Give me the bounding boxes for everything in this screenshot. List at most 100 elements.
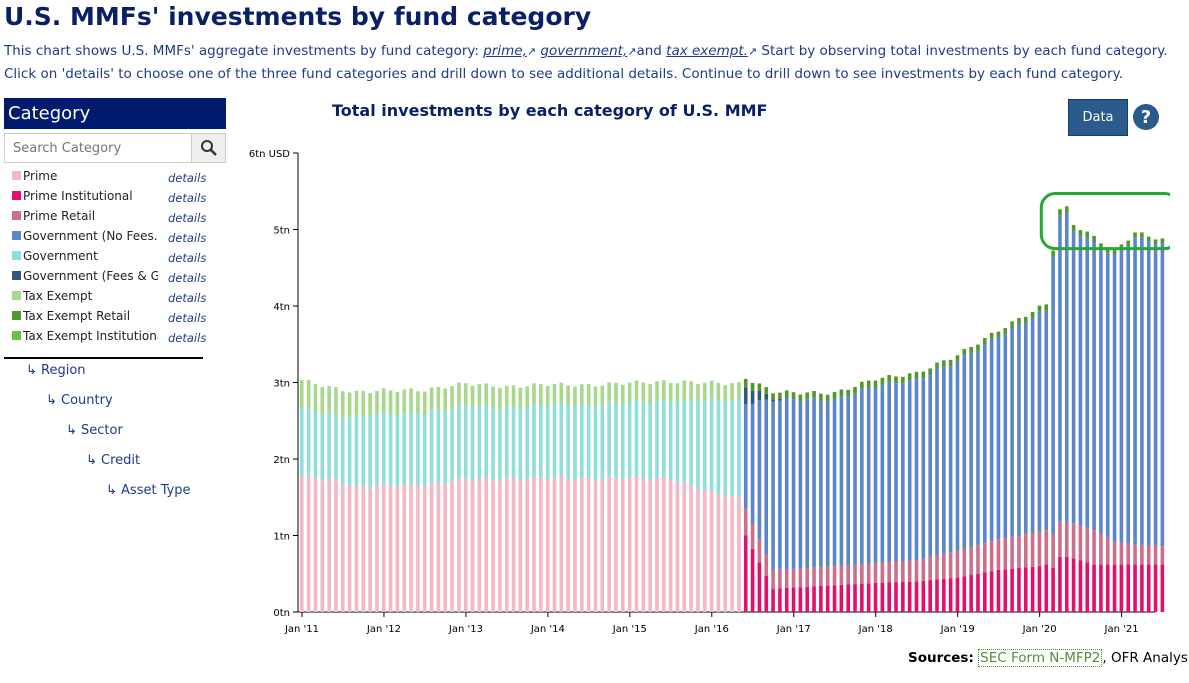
details-link[interactable]: details bbox=[168, 171, 207, 185]
page-title: U.S. MMFs' investments by fund category bbox=[4, 2, 592, 31]
x-tick-label: Jan '12 bbox=[366, 624, 401, 635]
bar-segment bbox=[1017, 535, 1021, 569]
bar-segment bbox=[614, 382, 618, 403]
bar-segment bbox=[969, 346, 973, 354]
bar-segment bbox=[320, 480, 325, 612]
data-button[interactable]: Data bbox=[1068, 99, 1128, 136]
bar-segment bbox=[1112, 564, 1117, 612]
bar-segment bbox=[313, 384, 318, 412]
bar-segment bbox=[689, 484, 693, 612]
link-prime[interactable]: prime, bbox=[483, 43, 527, 59]
bar-segment bbox=[1092, 530, 1096, 565]
bar-segment bbox=[525, 479, 529, 612]
x-tick-label: Jan '16 bbox=[694, 624, 729, 635]
bar-segment bbox=[716, 400, 721, 494]
bar-segment bbox=[409, 388, 413, 412]
details-link[interactable]: details bbox=[168, 291, 207, 305]
bar-segment bbox=[1119, 244, 1124, 250]
bar-segment bbox=[716, 493, 721, 612]
search-input[interactable] bbox=[5, 134, 191, 162]
hierarchy-level[interactable]: ↳ Credit bbox=[86, 453, 141, 468]
bar-segment bbox=[907, 560, 912, 582]
bar-segment bbox=[1099, 243, 1103, 250]
bar-segment bbox=[771, 393, 775, 400]
details-link[interactable]: details bbox=[168, 211, 207, 225]
bar-segment bbox=[477, 478, 482, 612]
hierarchy-level[interactable]: ↳ Sector bbox=[66, 423, 123, 438]
bar-segment bbox=[381, 388, 386, 412]
source-link[interactable]: SEC Form N-MFP2 bbox=[978, 649, 1103, 667]
bar-segment bbox=[586, 404, 591, 478]
bar-segment bbox=[1078, 230, 1083, 237]
bar-segment bbox=[1010, 568, 1014, 612]
bar-segment bbox=[839, 389, 844, 397]
bar-segment bbox=[914, 581, 919, 612]
category-label: Prime bbox=[23, 169, 58, 183]
bar-segment bbox=[511, 385, 516, 407]
bar-segment bbox=[689, 399, 693, 485]
bar-segment bbox=[1058, 556, 1062, 612]
bar-segment bbox=[409, 483, 413, 612]
details-link[interactable]: details bbox=[168, 231, 207, 245]
bar-segment bbox=[518, 387, 523, 409]
bar-segment bbox=[463, 405, 468, 479]
bar-segment bbox=[436, 481, 441, 612]
bar-segment bbox=[450, 386, 454, 409]
bar-segment bbox=[1140, 564, 1144, 612]
bar-segment bbox=[928, 556, 932, 581]
bar-segment bbox=[327, 385, 331, 414]
bar-segment bbox=[1003, 569, 1008, 612]
details-link[interactable]: details bbox=[168, 311, 207, 325]
bar-segment bbox=[532, 404, 536, 477]
link-government[interactable]: government, bbox=[540, 43, 628, 59]
hierarchy-level[interactable]: ↳ Asset Type bbox=[106, 483, 191, 498]
bar-segment bbox=[368, 417, 372, 488]
bar-segment bbox=[511, 406, 516, 479]
category-item: Prime Institutional details bbox=[4, 187, 226, 207]
bar-segment bbox=[1099, 533, 1103, 565]
bar-segment bbox=[457, 404, 461, 479]
details-link[interactable]: details bbox=[168, 271, 207, 285]
search-button[interactable] bbox=[191, 134, 225, 162]
bar-segment bbox=[525, 407, 529, 480]
bar-segment bbox=[668, 382, 673, 403]
bar-segment bbox=[778, 588, 782, 612]
bar-segment bbox=[873, 563, 878, 583]
bar-segment bbox=[354, 484, 359, 612]
bar-segment bbox=[907, 380, 912, 561]
bar-segment bbox=[661, 380, 666, 400]
y-tick-label: 6tn USD bbox=[249, 149, 290, 160]
details-link[interactable]: details bbox=[168, 191, 207, 205]
bar-segment bbox=[300, 380, 304, 409]
bar-segment bbox=[682, 380, 687, 400]
bar-segment bbox=[559, 475, 564, 612]
help-icon[interactable]: ? bbox=[1132, 103, 1160, 131]
hierarchy-level[interactable]: ↳ Region bbox=[26, 363, 86, 378]
hierarchy-level[interactable]: ↳ Country bbox=[46, 393, 113, 408]
bar-segment bbox=[832, 585, 837, 612]
details-link[interactable]: details bbox=[168, 251, 207, 265]
bar-segment bbox=[518, 408, 523, 481]
bar-segment bbox=[1085, 237, 1090, 528]
bar-segment bbox=[969, 353, 973, 547]
bar-segment bbox=[429, 410, 434, 483]
bar-segment bbox=[614, 402, 618, 478]
bar-segment bbox=[1064, 556, 1069, 612]
details-link[interactable]: details bbox=[168, 331, 207, 345]
bar-segment bbox=[1010, 321, 1014, 328]
bar-segment bbox=[675, 383, 680, 403]
bar-segment bbox=[409, 411, 413, 484]
bar-segment bbox=[1140, 237, 1144, 546]
bar-segment bbox=[580, 477, 584, 612]
bar-segment bbox=[846, 565, 850, 585]
intro-and: and bbox=[636, 43, 667, 59]
external-link-icon: ↗ bbox=[747, 45, 758, 58]
bar-segment bbox=[1037, 311, 1042, 532]
bar-segment bbox=[443, 388, 448, 412]
bar-segment bbox=[586, 384, 591, 405]
bar-segment bbox=[853, 584, 857, 612]
bar-segment bbox=[1064, 212, 1069, 522]
bar-segment bbox=[873, 380, 878, 388]
bar-segment bbox=[976, 350, 980, 546]
link-tax-exempt[interactable]: tax exempt. bbox=[666, 43, 748, 59]
